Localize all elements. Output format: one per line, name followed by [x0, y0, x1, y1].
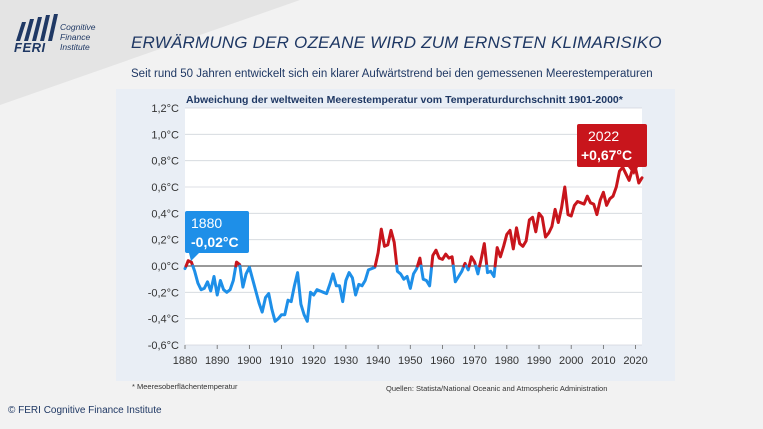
x-tick-label: 1900 [237, 355, 261, 367]
y-tick-label: 0,2°C [151, 235, 179, 247]
x-tick-label: 2010 [591, 355, 615, 367]
cool-series-segment [191, 264, 238, 297]
y-tick-label: 0,4°C [151, 208, 179, 220]
y-tick-label: 0,6°C [151, 182, 179, 194]
x-tick-label: 1950 [398, 355, 422, 367]
warm-series-segment [430, 248, 455, 268]
logo-sub-line: Institute [60, 42, 90, 52]
y-tick-label: -0,4°C [148, 314, 179, 326]
x-tick-label: 1930 [334, 355, 358, 367]
callout-value: +0,67°C [581, 147, 632, 163]
callout-year: 2022 [588, 128, 619, 144]
cool-series-segment [419, 264, 434, 288]
logo-sub-line: Cognitive [60, 22, 96, 32]
sources: Quellen: Statista/National Oceanic and A… [386, 384, 608, 393]
y-tick-label: 0,8°C [151, 156, 179, 168]
warm-series-segment [493, 165, 644, 268]
cool-series-segment [238, 264, 377, 323]
x-tick-label: 1980 [495, 355, 519, 367]
callout-box [577, 124, 647, 167]
logo-brand: FERI [14, 40, 46, 55]
y-axis: -0,6°C -0,4°C -0,2°C 0,0°C 0,2°C 0,4°C 0,6°C 0,… [148, 103, 179, 352]
y-tick-label: -0,2°C [148, 287, 179, 299]
x-tick-label: 1910 [269, 355, 293, 367]
callout-1880: 1880 -0,02°C [185, 211, 249, 261]
y-tick-label: 0,0°C [151, 261, 179, 273]
plot-background [185, 108, 642, 345]
page-subtitle: Seit rund 50 Jahren entwickelt sich ein … [131, 68, 653, 80]
warm-series-segment [478, 242, 489, 268]
callout-tail [628, 167, 638, 175]
chart-title: Abweichung der weltweiten Meerestemperat… [186, 94, 624, 106]
x-tick-label: 1880 [173, 355, 197, 367]
warm-series-segment [467, 255, 478, 268]
ocean-temperature-chart: Abweichung der weltweiten Meerestemperat… [148, 94, 648, 367]
x-tick-label: 1970 [462, 355, 486, 367]
y-tick-label: -0,6°C [148, 340, 179, 352]
x-tick-label: 2020 [623, 355, 647, 367]
callout-year: 1880 [191, 215, 222, 231]
copyright: © FERI Cognitive Finance Institute [8, 405, 162, 416]
x-tick-label: 1940 [366, 355, 390, 367]
warm-series-segment [416, 256, 423, 268]
x-tick-label: 1990 [527, 355, 551, 367]
page-title: ERWÄRMUNG DER OZEANE WIRD ZUM ERNSTEN KL… [131, 33, 662, 52]
cool-series-segment [395, 264, 419, 290]
cool-series-segment [485, 264, 497, 278]
footnote: * Meeresoberflächentemperatur [132, 382, 238, 391]
y-tick-label: 1,2°C [151, 103, 179, 115]
cool-series-segment [474, 264, 482, 276]
feri-logo: FERI Cognitive Finance Institute [12, 14, 102, 56]
callout-2022: 2022 +0,67°C [577, 124, 647, 175]
x-tick-label: 1890 [205, 355, 229, 367]
y-tick-label: 1,0°C [151, 129, 179, 141]
x-tick-label: 2000 [559, 355, 583, 367]
chart-grid [185, 107, 642, 346]
warm-series-segment [373, 227, 399, 268]
chart-series [183, 165, 644, 323]
x-tick-label: 1920 [301, 355, 325, 367]
x-tick-label: 1960 [430, 355, 454, 367]
logo-sub-line: Finance [60, 32, 91, 42]
callout-tail [189, 253, 199, 261]
logo-bars-icon [16, 14, 58, 41]
callout-value: -0,02°C [191, 234, 239, 250]
x-axis: 1880 1890 1900 1910 1920 1930 1940 1950 1960 1970… [173, 345, 648, 367]
callout-box [185, 211, 249, 253]
logo-subtitle: Cognitive Finance Institute [60, 22, 110, 52]
cool-series-segment [451, 264, 466, 284]
warm-series-segment [184, 259, 195, 268]
